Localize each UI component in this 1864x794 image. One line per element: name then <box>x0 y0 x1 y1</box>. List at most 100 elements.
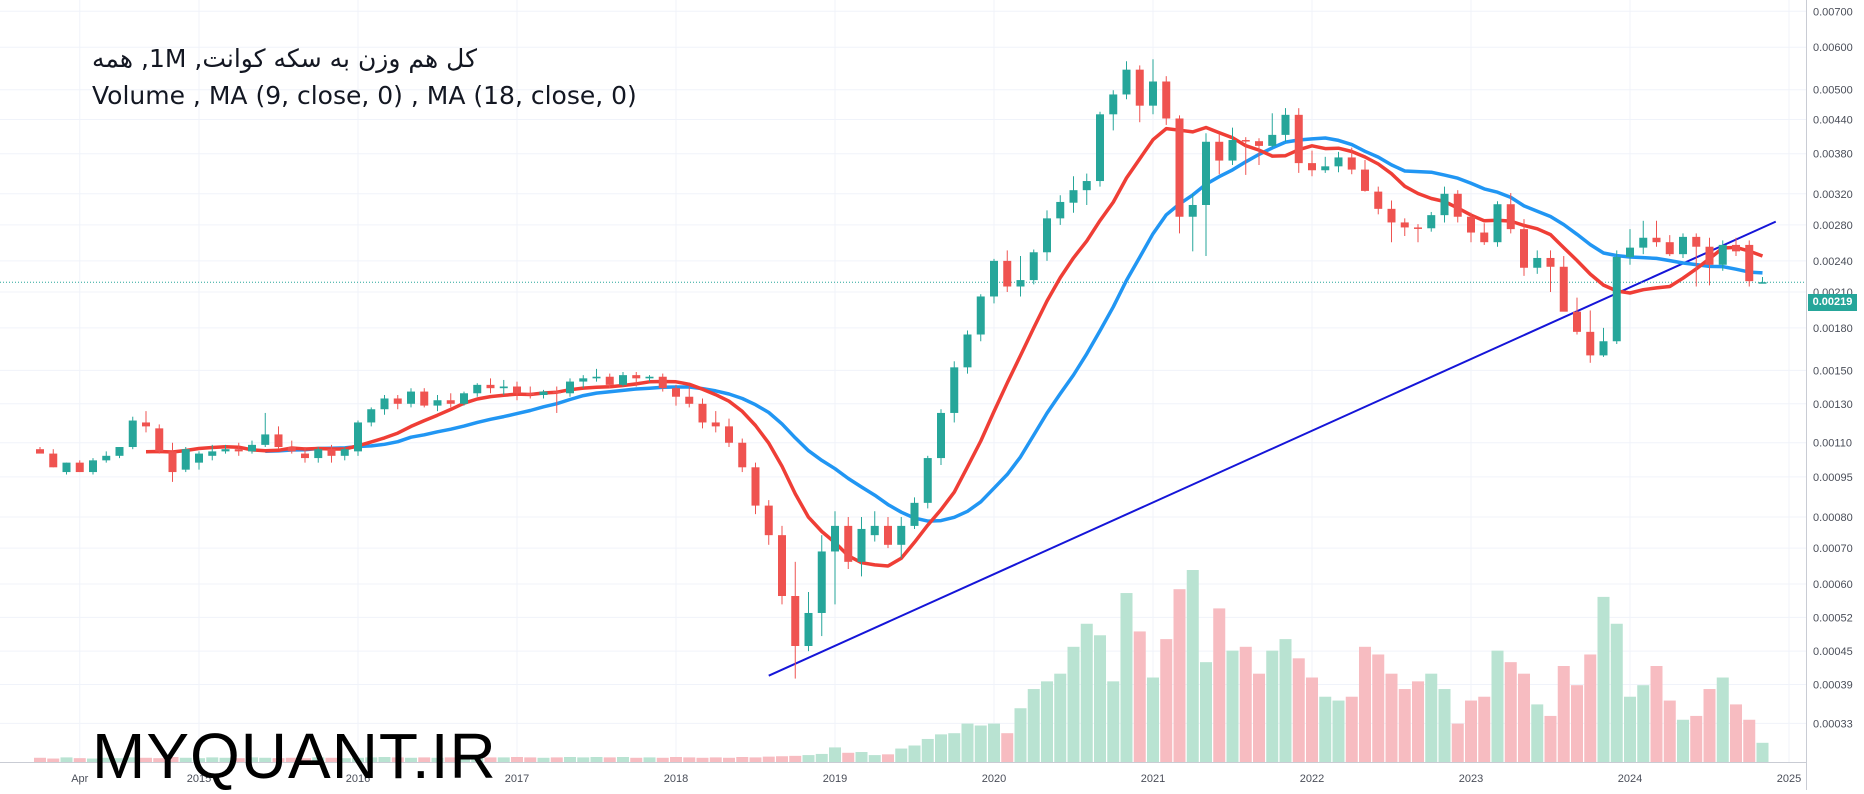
candle <box>1228 127 1237 166</box>
indicator-legend: Volume , MA (9, close, 0) , MA (18, clos… <box>92 81 637 110</box>
volume-bar <box>1571 685 1583 762</box>
candle <box>128 416 137 450</box>
y-tick-label: 0.00052 <box>1813 612 1853 624</box>
volume-bar <box>338 758 351 762</box>
last-price-tag: 0.00219 <box>1808 294 1857 311</box>
candle <box>446 393 455 408</box>
chart-title: کل هم وزن به سکه کوانت, 1M, همه <box>92 44 477 73</box>
candle <box>1559 256 1568 312</box>
volume-bar <box>100 757 113 762</box>
ma-18-line <box>265 136 1763 523</box>
volume-bar <box>497 757 510 762</box>
candle-body <box>354 422 362 452</box>
candle <box>605 373 614 389</box>
candle <box>1122 61 1131 100</box>
candle-body <box>1043 218 1051 253</box>
candle-body <box>195 453 203 463</box>
candle-body <box>460 393 468 404</box>
volume-bar <box>1610 623 1623 762</box>
candle-body <box>181 449 190 470</box>
candle <box>407 388 415 408</box>
trendline <box>768 220 1777 677</box>
candle <box>1506 193 1515 234</box>
candle-body <box>486 384 495 389</box>
candle-body <box>1546 257 1555 267</box>
candle-body <box>990 260 998 297</box>
candle <box>1241 137 1250 175</box>
candle-body <box>658 376 667 389</box>
candle-body <box>1626 247 1634 258</box>
candle-body <box>1202 141 1210 205</box>
volume-bar <box>762 756 775 762</box>
candle-body <box>36 449 44 454</box>
candle-body <box>566 381 574 394</box>
candle <box>672 384 680 406</box>
candle <box>340 447 349 461</box>
candle-body <box>367 409 376 423</box>
volume-bar <box>378 757 391 762</box>
candle <box>1493 201 1502 247</box>
candle-body <box>817 551 826 613</box>
candle-body <box>1718 244 1727 265</box>
volume-bar <box>458 757 470 762</box>
candle <box>764 500 773 545</box>
volume-bar <box>1663 700 1676 762</box>
candle-body <box>1109 94 1118 115</box>
volume-bar <box>815 753 828 762</box>
candle <box>1732 237 1740 257</box>
candle <box>923 455 932 509</box>
volume-bar <box>988 723 1000 762</box>
volume-bar <box>855 752 868 762</box>
candle <box>1718 240 1727 271</box>
candle <box>698 398 707 429</box>
candle <box>1745 240 1754 287</box>
candle <box>910 497 919 529</box>
candle-body <box>1162 81 1171 119</box>
candle-body <box>526 393 535 395</box>
candle-body <box>605 376 614 385</box>
candle <box>89 458 97 475</box>
candle-body <box>1679 236 1687 255</box>
volume-bar <box>842 752 855 762</box>
candle <box>1626 229 1634 265</box>
volume-bar <box>709 757 722 762</box>
volume-bar <box>365 757 378 762</box>
candle <box>499 379 508 395</box>
candle <box>393 394 402 410</box>
volume-bar <box>1703 689 1716 762</box>
candle <box>990 258 998 304</box>
candle-body <box>155 428 164 452</box>
candle-body <box>287 447 296 452</box>
volume-bar <box>1557 666 1570 762</box>
candle-body <box>1228 140 1237 161</box>
candle-body <box>301 453 309 459</box>
candle-body <box>49 453 58 468</box>
candle <box>248 440 256 454</box>
candle-body <box>1029 252 1038 281</box>
candle-body <box>75 462 84 473</box>
volume-bar <box>643 757 656 762</box>
volume-bar <box>617 757 629 762</box>
candle <box>526 386 535 399</box>
candle <box>1162 76 1171 125</box>
volume-bar <box>683 757 696 762</box>
volume-bar <box>723 757 735 762</box>
candle <box>1427 211 1436 232</box>
candle-body <box>579 378 588 382</box>
volume-bar <box>1451 723 1464 762</box>
candle <box>831 511 839 605</box>
candle-body <box>1573 311 1581 332</box>
candle <box>354 420 362 456</box>
candle <box>1612 250 1621 345</box>
chart-legend: کل هم وزن به سکه کوانت, 1M, همه Volume ,… <box>92 40 637 114</box>
candle <box>645 375 654 382</box>
candle-body <box>1480 232 1489 243</box>
volume-bar <box>1027 689 1040 762</box>
candle-body <box>1612 257 1621 342</box>
candle <box>1215 133 1224 175</box>
candle <box>1520 219 1528 276</box>
candle <box>817 535 826 637</box>
candle-body <box>142 422 150 427</box>
volume-bar <box>1544 715 1557 762</box>
